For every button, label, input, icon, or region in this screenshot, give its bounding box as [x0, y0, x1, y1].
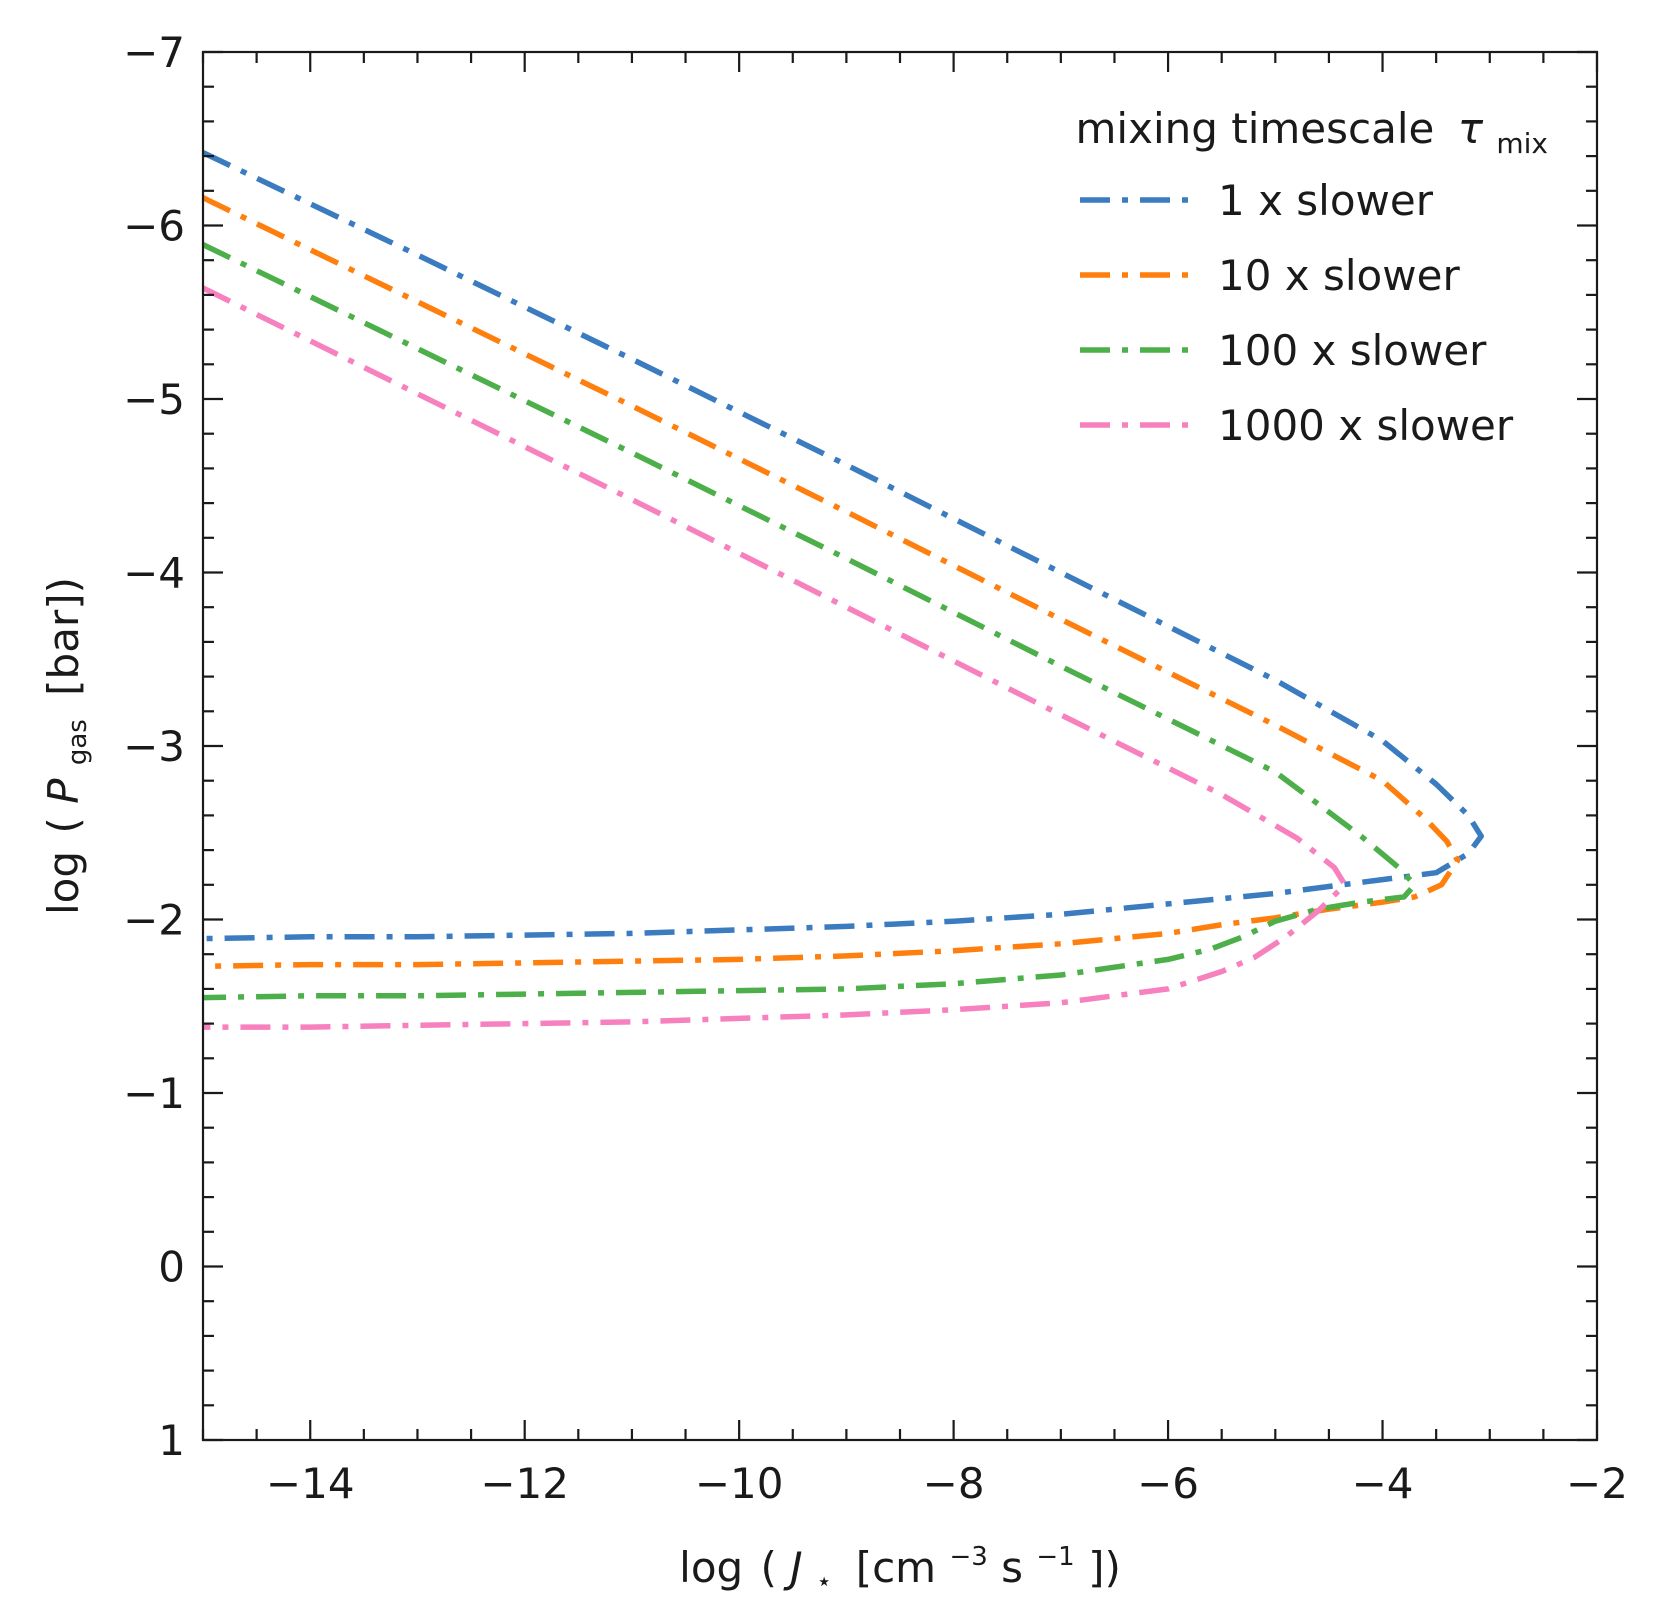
- x-tick-label: −10: [695, 1459, 784, 1508]
- series-line-1: [201, 150, 1484, 942]
- y-tick-label: 0: [158, 1243, 185, 1292]
- legend-title: mixing timescale τ mix: [1076, 104, 1549, 160]
- y-tick-label: −1: [123, 1069, 185, 1118]
- x-tick-label: −6: [1137, 1459, 1199, 1508]
- legend: mixing timescale τ mix 1 x slower 10 x sl…: [1076, 104, 1549, 450]
- legend-label-3: 100 x slower: [1218, 326, 1487, 375]
- legend-label-1: 1 x slower: [1218, 176, 1434, 225]
- x-tick-label: −12: [480, 1459, 569, 1508]
- series-line-2: [201, 195, 1461, 970]
- y-tick-label: 1: [158, 1416, 185, 1465]
- x-axis-label: log ( J ⋆ [cm −3 s −1 ]): [679, 1526, 1121, 1600]
- x-tick-label: −2: [1566, 1459, 1628, 1508]
- plot-frame: [201, 50, 1599, 1442]
- legend-label-2: 10 x slower: [1218, 251, 1460, 300]
- y-tick-label: −4: [123, 549, 185, 598]
- x-tick-label: −4: [1352, 1459, 1414, 1508]
- series-line-3: [201, 242, 1418, 1001]
- y-tick-label: −6: [123, 202, 185, 251]
- x-tick-label: −14: [266, 1459, 355, 1508]
- y-tick-label: −3: [123, 722, 185, 771]
- ticks-layer: [201, 50, 1599, 1442]
- series-layer: [201, 150, 1484, 1030]
- legend-label-4: 1000 x slower: [1218, 401, 1514, 450]
- y-tick-label: −7: [123, 28, 185, 77]
- y-tick-label: −5: [123, 375, 185, 424]
- y-axis-label: log ( P gas [bar]): [39, 577, 96, 915]
- legend-entries: 1 x slower 10 x slower 100 x slower 1000 x …: [1080, 176, 1514, 450]
- tick-labels: −14 −12 −10 −8 −6 −4 −2−7−6−5−4−3−2−101: [123, 28, 1628, 1508]
- series-line-4: [201, 285, 1348, 1030]
- y-tick-label: −2: [123, 896, 185, 945]
- x-tick-label: −8: [923, 1459, 985, 1508]
